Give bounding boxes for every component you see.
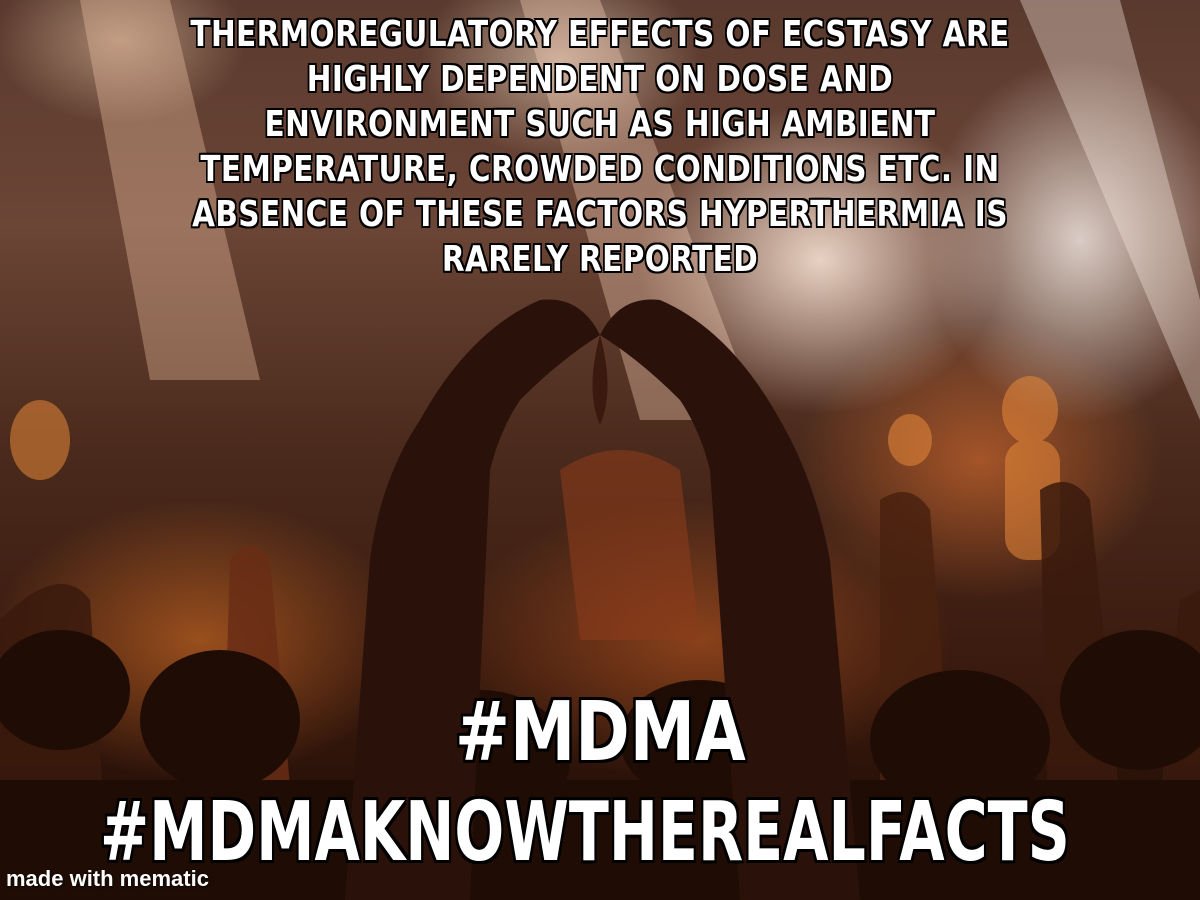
hashtag-mdma-know-the-real-facts: #MDMAKNOWTHEREALFACTS: [100, 785, 1070, 880]
hashtag-mdma: #MDMA: [455, 685, 746, 780]
mematic-watermark: made with mematic: [6, 866, 209, 891]
stage-light-beams: [80, 0, 1200, 420]
top-caption: THERMOREGULATORY EFFECTS OF ECSTASY ARE …: [190, 14, 1010, 280]
heart-hands: [345, 299, 860, 900]
